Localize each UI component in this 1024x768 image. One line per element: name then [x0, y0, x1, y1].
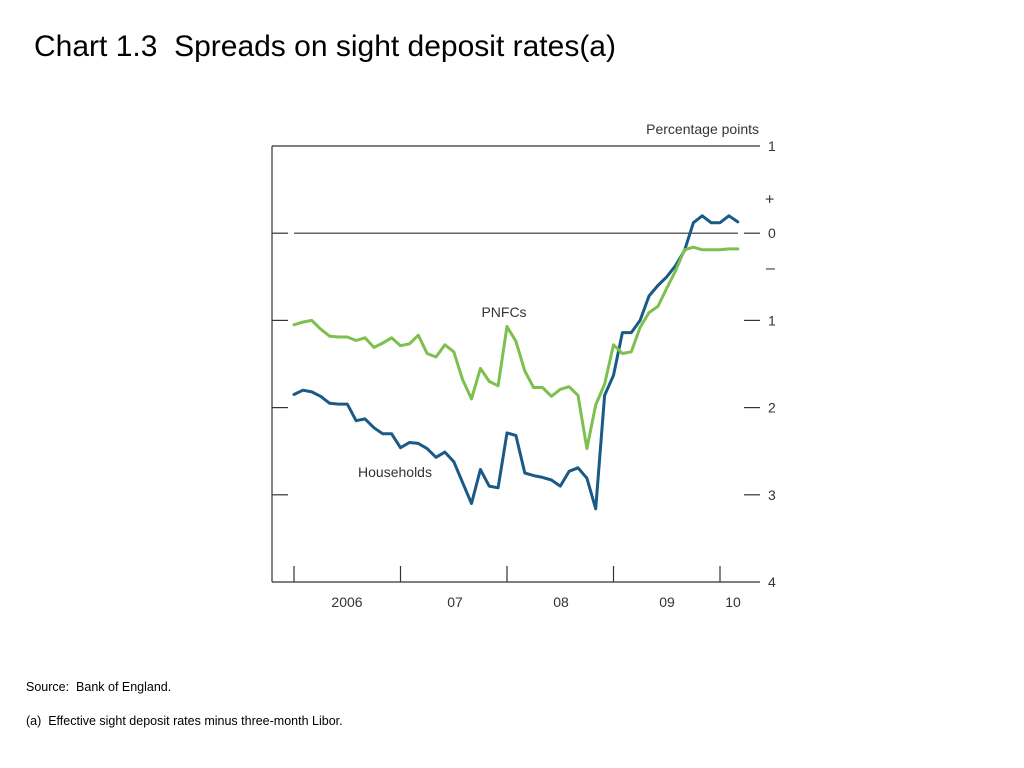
y-tick-label: 2 [768, 400, 776, 416]
series-line-pnfcs [292, 245, 740, 451]
y-axis-unit-label: Percentage points [646, 121, 759, 137]
x-tick-label: 07 [447, 594, 463, 610]
y-tick-label: 1 [768, 138, 776, 154]
footnote: (a) Effective sight deposit rates minus … [26, 714, 343, 728]
y-tick-label: 4 [768, 574, 776, 590]
y-tick-label: 0 [768, 225, 776, 241]
plus-sign-label: + [765, 191, 774, 208]
x-tick-label: 08 [553, 594, 569, 610]
page-title: Chart 1.3 Spreads on sight deposit rates… [34, 30, 616, 63]
x-tick-label: 09 [659, 594, 675, 610]
series-label-pnfcs: PNFCs [481, 304, 526, 320]
x-tick-label: 2006 [331, 594, 362, 610]
x-tick-label: 10 [725, 594, 741, 610]
series-label-households: Households [358, 464, 432, 480]
y-tick-label: 3 [768, 487, 776, 503]
minus-sign-label: – [766, 260, 775, 277]
y-tick-label: 1 [768, 312, 776, 328]
source-note: Source: Bank of England. [26, 680, 172, 694]
series-line-households [292, 214, 740, 511]
